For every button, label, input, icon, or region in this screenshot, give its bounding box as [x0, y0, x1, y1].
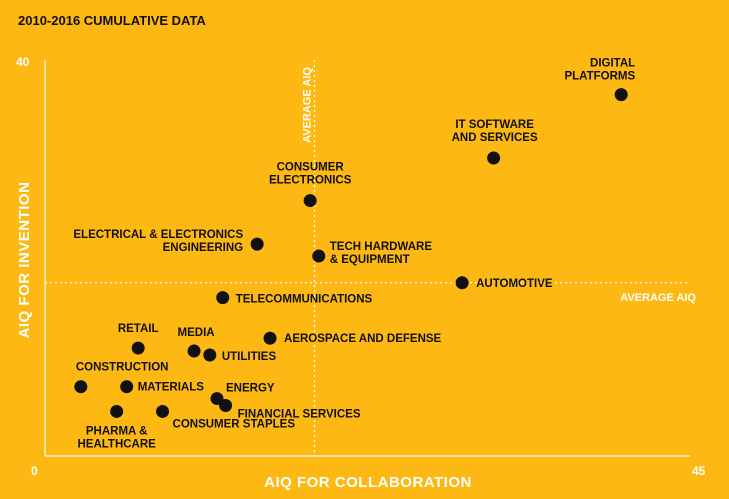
data-points: DIGITAL PLATFORMS IT SOFTWARE AND SERVICES C… — [73, 58, 635, 451]
data-point-label: FINANCIAL SERVICES — [238, 409, 361, 421]
data-point-label: AEROSPACE AND DEFENSE — [284, 333, 442, 345]
data-point — [219, 399, 233, 413]
data-point — [312, 249, 326, 263]
data-point-label: DIGITAL PLATFORMS — [564, 58, 635, 83]
data-point — [156, 404, 170, 418]
horizontal-average-label: AVERAGE AIQ — [620, 292, 696, 304]
data-point — [250, 237, 264, 251]
y-tick-max: 40 — [16, 55, 30, 69]
data-point — [74, 380, 88, 394]
data-point — [263, 331, 277, 345]
data-point-label: UTILITIES — [222, 351, 277, 363]
data-point — [303, 194, 317, 208]
data-point-label: ENERGY — [226, 383, 275, 395]
data-point-label: PHARMA & HEALTHCARE — [77, 425, 156, 450]
data-point-label: MATERIALS — [138, 382, 205, 394]
y-axis-title: AIQ FOR INVENTION — [16, 182, 33, 339]
data-point-label: MEDIA — [178, 327, 215, 339]
data-point — [131, 341, 145, 355]
data-point-label: CONSTRUCTION — [76, 362, 169, 374]
data-point — [216, 291, 230, 305]
data-point — [487, 151, 501, 165]
vertical-average-label: AVERAGE AIQ — [301, 67, 313, 143]
data-point — [614, 88, 628, 102]
x-axis-title: AIQ FOR COLLABORATION — [264, 474, 472, 491]
data-point-label: CONSUMER ELECTRONICS — [269, 162, 352, 187]
data-point — [203, 348, 217, 362]
data-point-label: AUTOMOTIVE — [476, 278, 553, 290]
data-point-label: IT SOFTWARE AND SERVICES — [452, 119, 538, 144]
chart-title: 2010-2016 CUMULATIVE DATA — [18, 13, 206, 28]
data-point — [187, 344, 201, 358]
data-point — [455, 276, 469, 290]
x-tick-min: 0 — [31, 464, 38, 478]
data-point — [110, 404, 124, 418]
data-point-label: ELECTRICAL & ELECTRONICS ENGINEERING — [73, 229, 243, 254]
data-point — [120, 380, 134, 394]
data-point-label: CONSUMER STAPLES — [173, 418, 296, 430]
data-point-label: RETAIL — [118, 323, 159, 335]
data-point-label: TELECOMMUNICATIONS — [236, 294, 373, 306]
x-tick-max: 45 — [692, 464, 706, 478]
data-point-label: TECH HARDWARE & EQUIPMENT — [330, 241, 433, 266]
